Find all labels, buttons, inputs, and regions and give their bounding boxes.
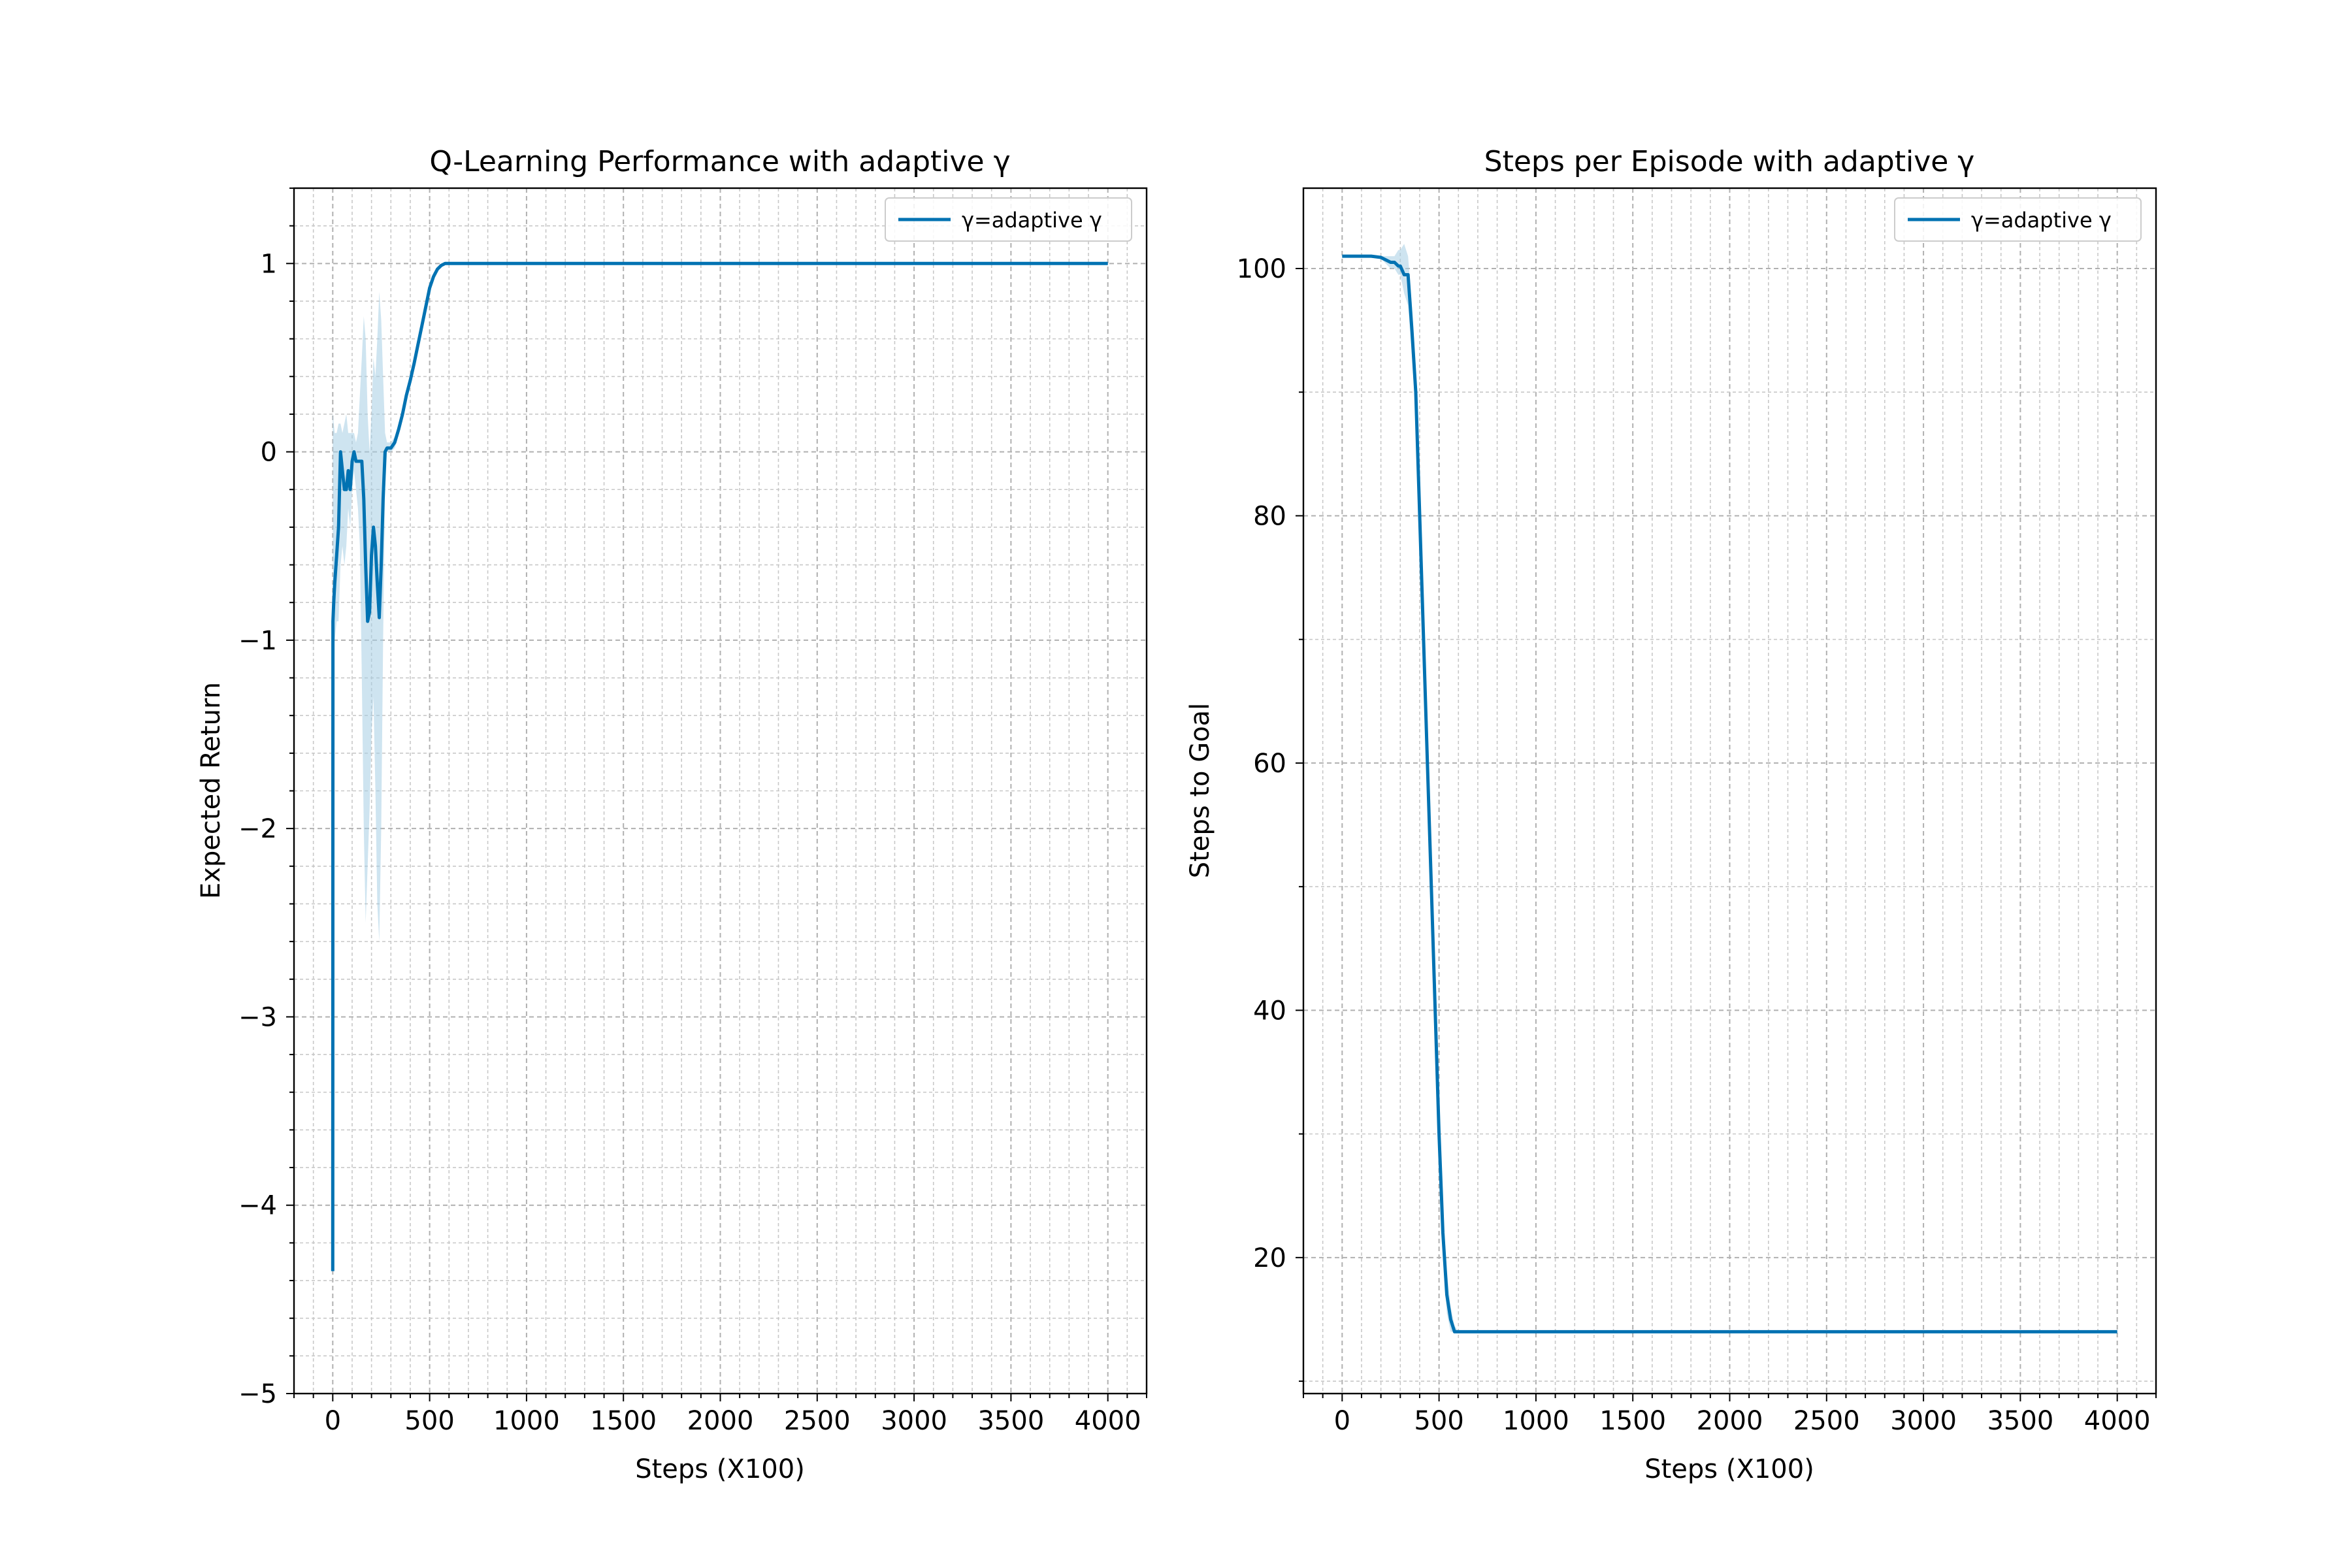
x-tick-label: 1000 — [493, 1406, 560, 1436]
y-tick-label: 60 — [1253, 749, 1286, 779]
chart-title: Q-Learning Performance with adaptive γ — [429, 145, 1010, 178]
x-axis-label: Steps (X100) — [1644, 1454, 1814, 1484]
x-tick-label: 4000 — [2084, 1406, 2151, 1436]
legend-label: γ=adaptive γ — [1971, 208, 2112, 233]
x-tick-label: 4000 — [1075, 1406, 1141, 1436]
x-tick-label: 2500 — [784, 1406, 851, 1436]
series-line-path — [1342, 254, 2117, 1333]
x-tick-label: 1500 — [1599, 1406, 1666, 1436]
chart-title: Steps per Episode with adaptive γ — [1484, 145, 1975, 178]
x-tick-label: 500 — [1414, 1406, 1463, 1436]
y-tick-label: −4 — [238, 1191, 277, 1221]
legend: γ=adaptive γ — [885, 197, 1132, 242]
x-tick-label: 2000 — [687, 1406, 754, 1436]
x-tick-label: 3500 — [977, 1406, 1044, 1436]
y-tick-label: 1 — [261, 249, 277, 279]
x-tick-label: 3000 — [1890, 1406, 1957, 1436]
x-tick-label: 3500 — [1987, 1406, 2053, 1436]
ticks: 0 500 1000 1500 2000 2500 3000 3500 4000 −5 −4 −3 −2… — [238, 188, 1147, 1436]
y-tick-label: 100 — [1237, 254, 1286, 284]
grid — [293, 188, 1147, 1394]
series-line-path — [331, 261, 1108, 1271]
x-tick-label: 3000 — [881, 1406, 947, 1436]
y-tick-label: −3 — [238, 1002, 277, 1032]
series-line — [331, 261, 1108, 1271]
x-tick-label: 0 — [325, 1406, 341, 1436]
y-tick-label: 40 — [1253, 996, 1286, 1026]
legend-box — [1894, 197, 2142, 242]
legend: γ=adaptive γ — [1894, 197, 2142, 242]
x-tick-label: 1500 — [590, 1406, 657, 1436]
x-tick-label: 1000 — [1503, 1406, 1569, 1436]
y-tick-label: 0 — [261, 438, 277, 468]
y-tick-label: −5 — [238, 1379, 277, 1409]
legend-label: γ=adaptive γ — [962, 208, 1102, 233]
y-tick-label: −1 — [238, 626, 277, 656]
ticks: 0 500 1000 1500 2000 2500 3000 3500 4000 20 40 60 80… — [1237, 254, 2157, 1436]
x-tick-label: 500 — [404, 1406, 454, 1436]
y-tick-label: 20 — [1253, 1243, 1286, 1273]
x-tick-label: 0 — [1334, 1406, 1350, 1436]
y-axis-label: Expected Return — [196, 682, 226, 899]
x-axis-label: Steps (X100) — [635, 1454, 805, 1484]
legend-box — [885, 197, 1132, 242]
y-tick-label: −2 — [238, 814, 277, 844]
return-chart: Q-Learning Performance with adaptive γ 0… — [196, 145, 1148, 1484]
x-tick-label: 2500 — [1793, 1406, 1860, 1436]
y-axis-label: Steps to Goal — [1185, 703, 1215, 879]
y-tick-label: 80 — [1253, 501, 1286, 531]
series-line — [1342, 254, 2117, 1333]
steps-chart: Steps per Episode with adaptive γ 0 500 10… — [1185, 145, 2157, 1484]
x-tick-label: 2000 — [1697, 1406, 1763, 1436]
